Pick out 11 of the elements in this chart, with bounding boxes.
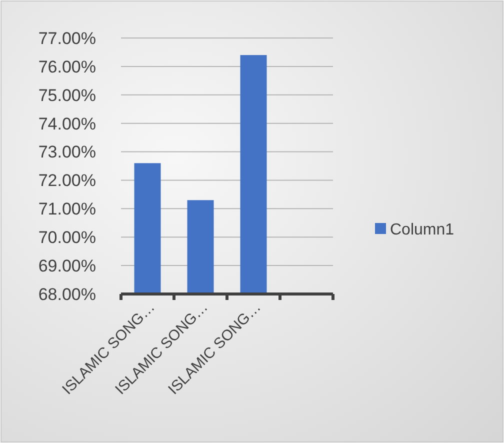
y-tick-label: 73.00% (38, 142, 96, 162)
y-tick-label: 72.00% (38, 171, 96, 190)
legend-label: Column1 (390, 222, 454, 239)
y-tick-label: 77.00% (38, 28, 96, 48)
y-tick-label: 75.00% (38, 86, 96, 105)
y-tick-label: 68.00% (38, 284, 96, 304)
y-tick-label: 71.00% (38, 200, 96, 219)
y-tick-label: 70.00% (38, 228, 96, 248)
y-tick-label: 74.00% (38, 114, 96, 134)
y-tick-label: 76.00% (38, 57, 96, 76)
y-tick-label: 69.00% (38, 256, 96, 276)
